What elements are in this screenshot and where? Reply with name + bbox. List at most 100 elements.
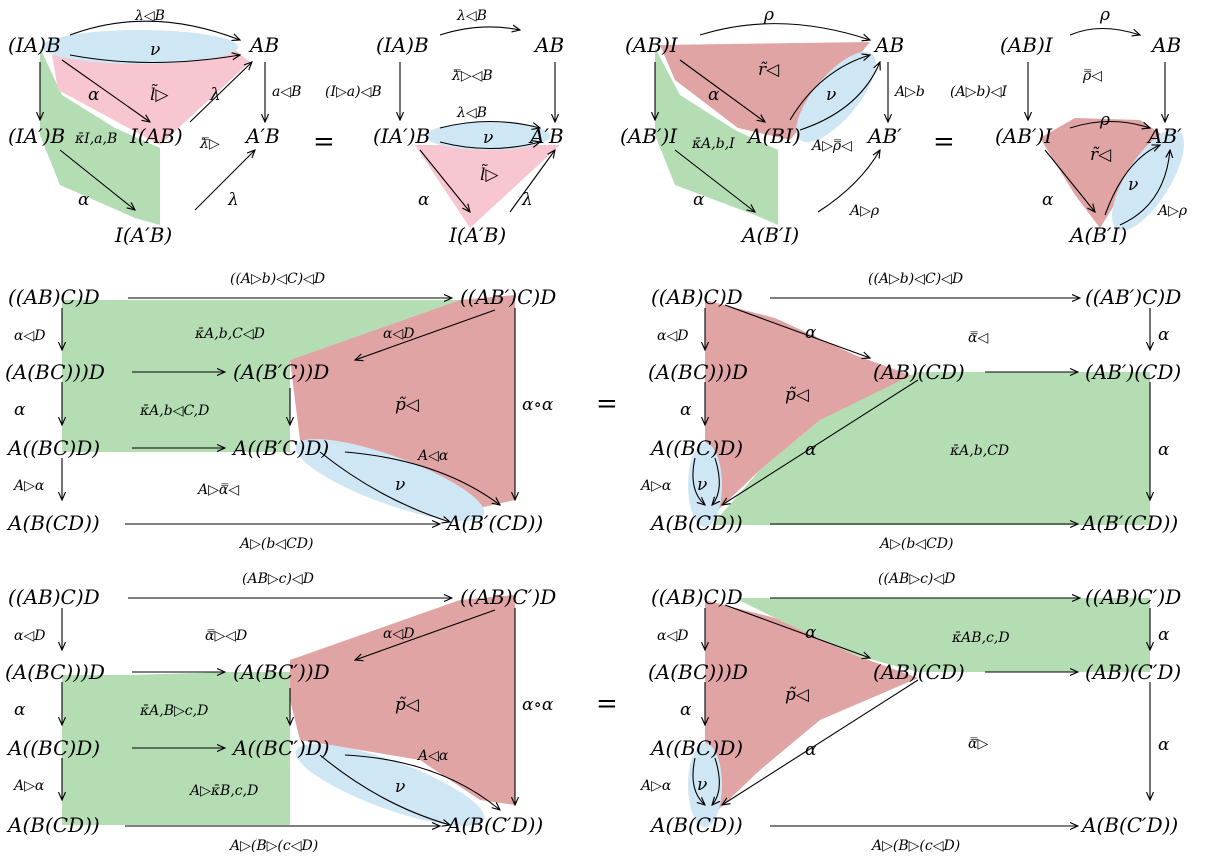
obj-ABCp-D: ((AB)C′)D	[1085, 585, 1181, 609]
label-alpha-r2: α	[1158, 735, 1170, 755]
label-lam1: λ	[209, 85, 221, 105]
label-alpha-l: α	[14, 700, 26, 720]
obj-AB: AB	[1150, 33, 1181, 57]
obj-ABp-I: (AB′)I	[620, 124, 678, 148]
l-triangle-region	[415, 145, 560, 228]
diagram-1: (IA)B AB (IA′)B I(AB) A′B I(A′B) λ◁B ν α…	[8, 8, 301, 247]
label-kappa: κ̄I,a,B	[74, 131, 117, 147]
diagram-2: (IA)B AB (IA′)B A′B I(A′B) λ◁B λ̿▷◁B (I▷…	[325, 8, 564, 247]
obj-A-BI: A(BI)	[746, 124, 801, 148]
label-A-alpha: A▷α	[639, 778, 672, 794]
kappa-region	[40, 48, 160, 225]
obj-AB-CpD: (AB)(C′D)	[1085, 660, 1181, 684]
label-lam-lB-mid: λ◁B	[456, 105, 487, 121]
label-p-tri: p̃◁	[395, 695, 420, 715]
kappa-region	[655, 48, 778, 225]
label-nu: ν	[826, 85, 836, 105]
r-triangle-region	[1040, 118, 1170, 228]
arrow-rho-top	[1069, 28, 1140, 36]
label-r-tri: r̃◁	[1090, 145, 1112, 165]
obj-ABC-D: ((AB)C)D	[8, 585, 100, 609]
obj-ABp: AB′	[866, 124, 902, 148]
label-kappa1: κ̄A,B▷c,D	[139, 703, 208, 719]
arrow-A-lalpha	[344, 451, 500, 505]
label-alpha-l: α	[14, 400, 26, 420]
label-A-rho: A▷ρ	[848, 203, 880, 219]
label-alpha-lD: α◁D	[14, 328, 45, 344]
obj-A-B-CD: A(B(CD))	[649, 813, 743, 837]
arrow-lam-lB	[69, 20, 240, 40]
label-rho-mid: ρ	[1099, 110, 1110, 130]
arrow-alpha2	[722, 379, 919, 505]
kappa-region	[735, 598, 1150, 672]
label-nu: ν	[150, 40, 160, 60]
p-triangle-region	[705, 300, 918, 510]
label-top: ((AB▷c)◁D	[878, 571, 955, 587]
label-nu: ν	[395, 475, 405, 495]
label-alpha2: α	[805, 740, 817, 760]
arrow-lam1	[189, 62, 252, 123]
obj-A-BCD: A((BC)D)	[6, 436, 100, 460]
obj-I-ApB: I(A′B)	[114, 223, 172, 247]
label-lam-ol-lB: λ̿▷◁B	[451, 68, 493, 84]
obj-ApB: A′B	[244, 124, 280, 148]
label-lam-ol: λ̿▷	[199, 136, 220, 152]
label-alpha2: α	[78, 190, 90, 210]
diagram-4: (AB)I AB (AB′)I AB′ A(B′I) ρ ρ̿◁ (A▷b)◁I…	[950, 5, 1188, 247]
nu-region	[295, 439, 485, 521]
obj-IAp-B: (IA′)B	[8, 124, 65, 148]
label-A-b-lI: (A▷b)◁I	[950, 84, 1008, 100]
label-nu: ν	[395, 777, 405, 797]
label-top: (AB▷c)◁D	[242, 571, 314, 587]
label-alpha1: α	[805, 623, 817, 643]
nu-region	[796, 51, 876, 143]
arrow-alpha1	[679, 59, 765, 122]
label-p-tri: p̃◁	[785, 385, 810, 405]
nu-region	[426, 122, 550, 150]
obj-ABC-D: ((AB)C)D	[651, 585, 743, 609]
arrow-nu	[712, 757, 719, 805]
obj-AB-I: (AB)I	[1000, 33, 1054, 57]
obj-IA-B: (IA)B	[8, 33, 61, 57]
p-triangle-region	[290, 595, 515, 805]
label-r-tri: r̃◁	[758, 60, 780, 80]
label-rho-ol: ρ̿◁	[1082, 68, 1102, 84]
arrow-alpha1	[724, 604, 870, 658]
p-triangle-region	[290, 295, 515, 510]
obj-A-B-CpD: A(B(C′D))	[1080, 813, 1178, 837]
obj-IA-B: (IA)B	[376, 33, 429, 57]
arrow-nu-a	[789, 55, 870, 121]
label-l-tri: l̃▷	[480, 164, 499, 185]
obj-A-BpI: A(B′I)	[1068, 223, 1127, 247]
label-A-alpha: A▷α	[12, 478, 45, 494]
obj-A-BCD: A((BC)D)	[649, 736, 743, 760]
label-alpha-l: α	[680, 400, 692, 420]
arrow-lam	[509, 150, 555, 213]
arrow-A-alpha	[692, 457, 705, 505]
arrow-alpha2	[674, 149, 755, 212]
obj-A-BpCD: A((B′C)D)	[231, 436, 329, 460]
label-A-alpha-ol: A▷α̿◁	[196, 482, 239, 498]
obj-ABp: AB′	[1146, 124, 1182, 148]
obj-AB-I: (AB)I	[625, 33, 679, 57]
obj-IAp-B: (IA′)B	[373, 124, 430, 148]
equals-1: =	[313, 127, 335, 157]
arrow-nu	[712, 457, 719, 505]
nu-region	[295, 744, 485, 826]
diagram-8: ((AB)C)D ((AB)C′)D (A(BC)))D (AB)(CD) (A…	[639, 571, 1181, 854]
arrow-nu-a	[1104, 145, 1160, 216]
label-nu: ν	[1128, 175, 1138, 195]
arrow-nu	[439, 142, 540, 149]
label-lam: λ	[521, 190, 533, 210]
label-p-tri: p̃◁	[785, 685, 810, 705]
label-alpha: α	[1042, 190, 1054, 210]
label-nu: ν	[697, 775, 707, 795]
label-alpha-lD: α◁D	[14, 628, 45, 644]
obj-AB: AB	[248, 33, 279, 57]
arrow-alpha2	[59, 149, 135, 210]
label-bottom: A▷(b◁CD)	[878, 536, 953, 552]
obj-ABp-CD: (AB′)(CD)	[1085, 360, 1181, 384]
arrow-top	[439, 27, 520, 36]
label-alpha2: α	[805, 440, 817, 460]
